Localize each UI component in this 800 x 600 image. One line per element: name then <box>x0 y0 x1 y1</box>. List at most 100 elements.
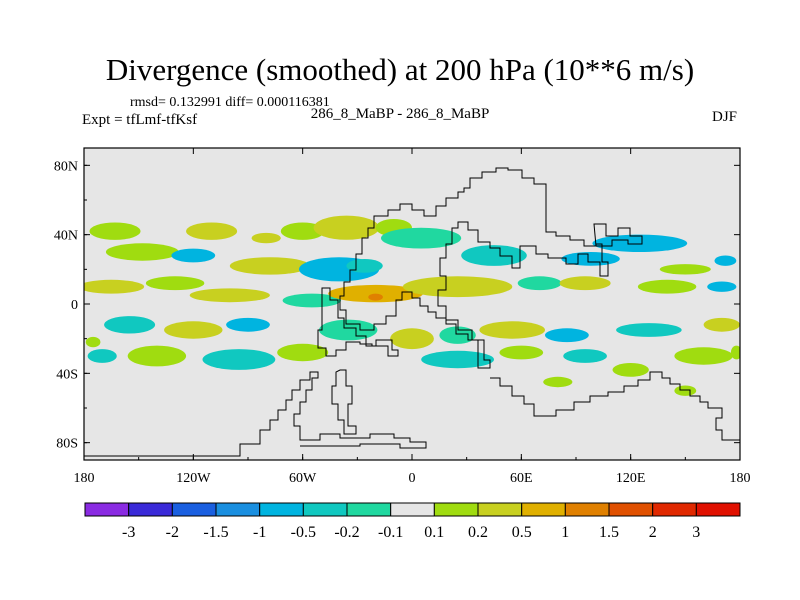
x-tick-label: 0 <box>409 471 416 486</box>
divergence-region <box>226 317 270 332</box>
colorbar-label: -1 <box>253 524 266 541</box>
x-tick-label: 180 <box>730 471 751 486</box>
colorbar-label: -2 <box>166 524 179 541</box>
colorbar-box <box>346 502 392 517</box>
divergence-region <box>280 222 325 240</box>
colorbar-label: -0.5 <box>291 524 316 541</box>
divergence-region <box>87 349 117 363</box>
divergence-region <box>145 276 205 291</box>
x-tick-label: 120E <box>616 471 646 486</box>
divergence-region <box>202 349 276 370</box>
colorbar-box <box>302 502 348 517</box>
divergence-region <box>390 328 434 350</box>
colorbar-box <box>390 502 435 517</box>
divergence-region <box>707 281 737 292</box>
colorbar-box <box>128 502 173 517</box>
divergence-region <box>164 321 223 339</box>
x-tick-label: 60W <box>289 471 317 486</box>
colorbar-box <box>215 502 261 517</box>
divergence-region <box>421 350 494 369</box>
divergence-region <box>104 316 156 334</box>
divergence-region <box>461 245 527 266</box>
divergence-region <box>730 345 740 360</box>
divergence-region <box>674 347 733 365</box>
divergence-region <box>616 323 682 337</box>
divergence-region <box>674 385 697 396</box>
divergence-region <box>499 345 544 360</box>
divergence-region <box>189 288 270 303</box>
divergence-region <box>381 227 462 249</box>
colorbar-label: 2 <box>649 524 657 541</box>
y-tick-label: 0 <box>71 298 78 313</box>
runs-label: 286_8_MaBP - 286_8_MaBP <box>310 106 490 122</box>
divergence-region <box>517 276 562 291</box>
divergence-region <box>637 279 697 294</box>
colorbar-label: -3 <box>122 524 135 541</box>
divergence-region <box>592 234 688 252</box>
divergence-region <box>543 376 573 388</box>
colorbar-box <box>171 502 217 517</box>
colorbar-label: -1.5 <box>203 524 228 541</box>
divergence-region <box>714 255 737 266</box>
y-tick-label: 40S <box>56 367 78 382</box>
colorbar-legend: -3 -2 -1.5 -1 -0.5 -0.2 -0.1 0.1 0.2 0.5 1 1.5 2 3 <box>84 502 741 541</box>
colorbar-label: -0.1 <box>378 524 403 541</box>
colorbar-label: -0.2 <box>334 524 359 541</box>
y-tick-label: 40N <box>54 229 78 244</box>
colorbar-label: 0.5 <box>512 524 532 541</box>
divergence-region <box>545 328 589 343</box>
contour-fill-layer <box>84 215 740 396</box>
divergence-region <box>282 293 341 308</box>
divergence-region <box>479 321 545 339</box>
x-tick-label: 180 <box>74 471 95 486</box>
colorbar-label: 0.1 <box>424 524 444 541</box>
divergence-region <box>368 293 383 301</box>
colorbar-label: 1.5 <box>599 524 619 541</box>
y-tick-label: 80S <box>56 437 78 452</box>
divergence-region <box>105 243 179 261</box>
divergence-region <box>251 232 281 244</box>
colorbar-label: 1 <box>561 524 569 541</box>
colorbar-box <box>433 502 479 517</box>
colorbar-box <box>259 502 304 517</box>
divergence-region <box>346 259 383 273</box>
divergence-region <box>85 336 101 348</box>
divergence-region <box>186 222 238 240</box>
divergence-region <box>612 363 649 377</box>
x-tick-label: 60E <box>510 471 533 486</box>
colorbar-label: 0.2 <box>468 524 488 541</box>
divergence-region <box>703 317 740 332</box>
divergence-region <box>563 349 607 363</box>
colorbar-label: 3 <box>692 524 700 541</box>
divergence-region <box>277 343 329 362</box>
colorbar-box <box>564 502 610 517</box>
divergence-region <box>229 257 310 275</box>
map-background <box>84 148 740 460</box>
plot-title: Divergence (smoothed) at 200 hPa (10**6 … <box>105 52 695 87</box>
colorbar-box <box>652 502 697 517</box>
experiment-label: Expt = tfLmf-tfKsf <box>82 112 198 128</box>
colorbar-box <box>477 502 523 517</box>
y-axis: 80N 40N 0 40S 80S <box>54 159 740 452</box>
x-tick-label: 120W <box>176 471 211 486</box>
x-axis: 180 120W 60W 0 60E 120E 180 <box>74 148 751 486</box>
season-label: DJF <box>712 109 738 125</box>
divergence-region <box>84 279 145 294</box>
divergence-region <box>328 284 423 303</box>
colorbar-box <box>608 502 654 517</box>
y-tick-label: 80N <box>54 159 78 174</box>
divergence-region <box>559 276 611 291</box>
divergence-region <box>402 276 513 298</box>
colorbar-box <box>695 502 741 517</box>
divergence-region <box>171 248 216 263</box>
divergence-region <box>659 264 711 275</box>
colorbar-box <box>521 502 566 517</box>
divergence-region <box>439 326 476 344</box>
divergence-region <box>313 215 380 240</box>
divergence-region <box>319 319 378 341</box>
divergence-region <box>127 345 187 367</box>
divergence-region <box>89 222 141 240</box>
coastline-outline <box>84 167 740 457</box>
rmsd-diff-stats: rmsd= 0.132991 diff= 0.000116381 <box>130 95 330 110</box>
